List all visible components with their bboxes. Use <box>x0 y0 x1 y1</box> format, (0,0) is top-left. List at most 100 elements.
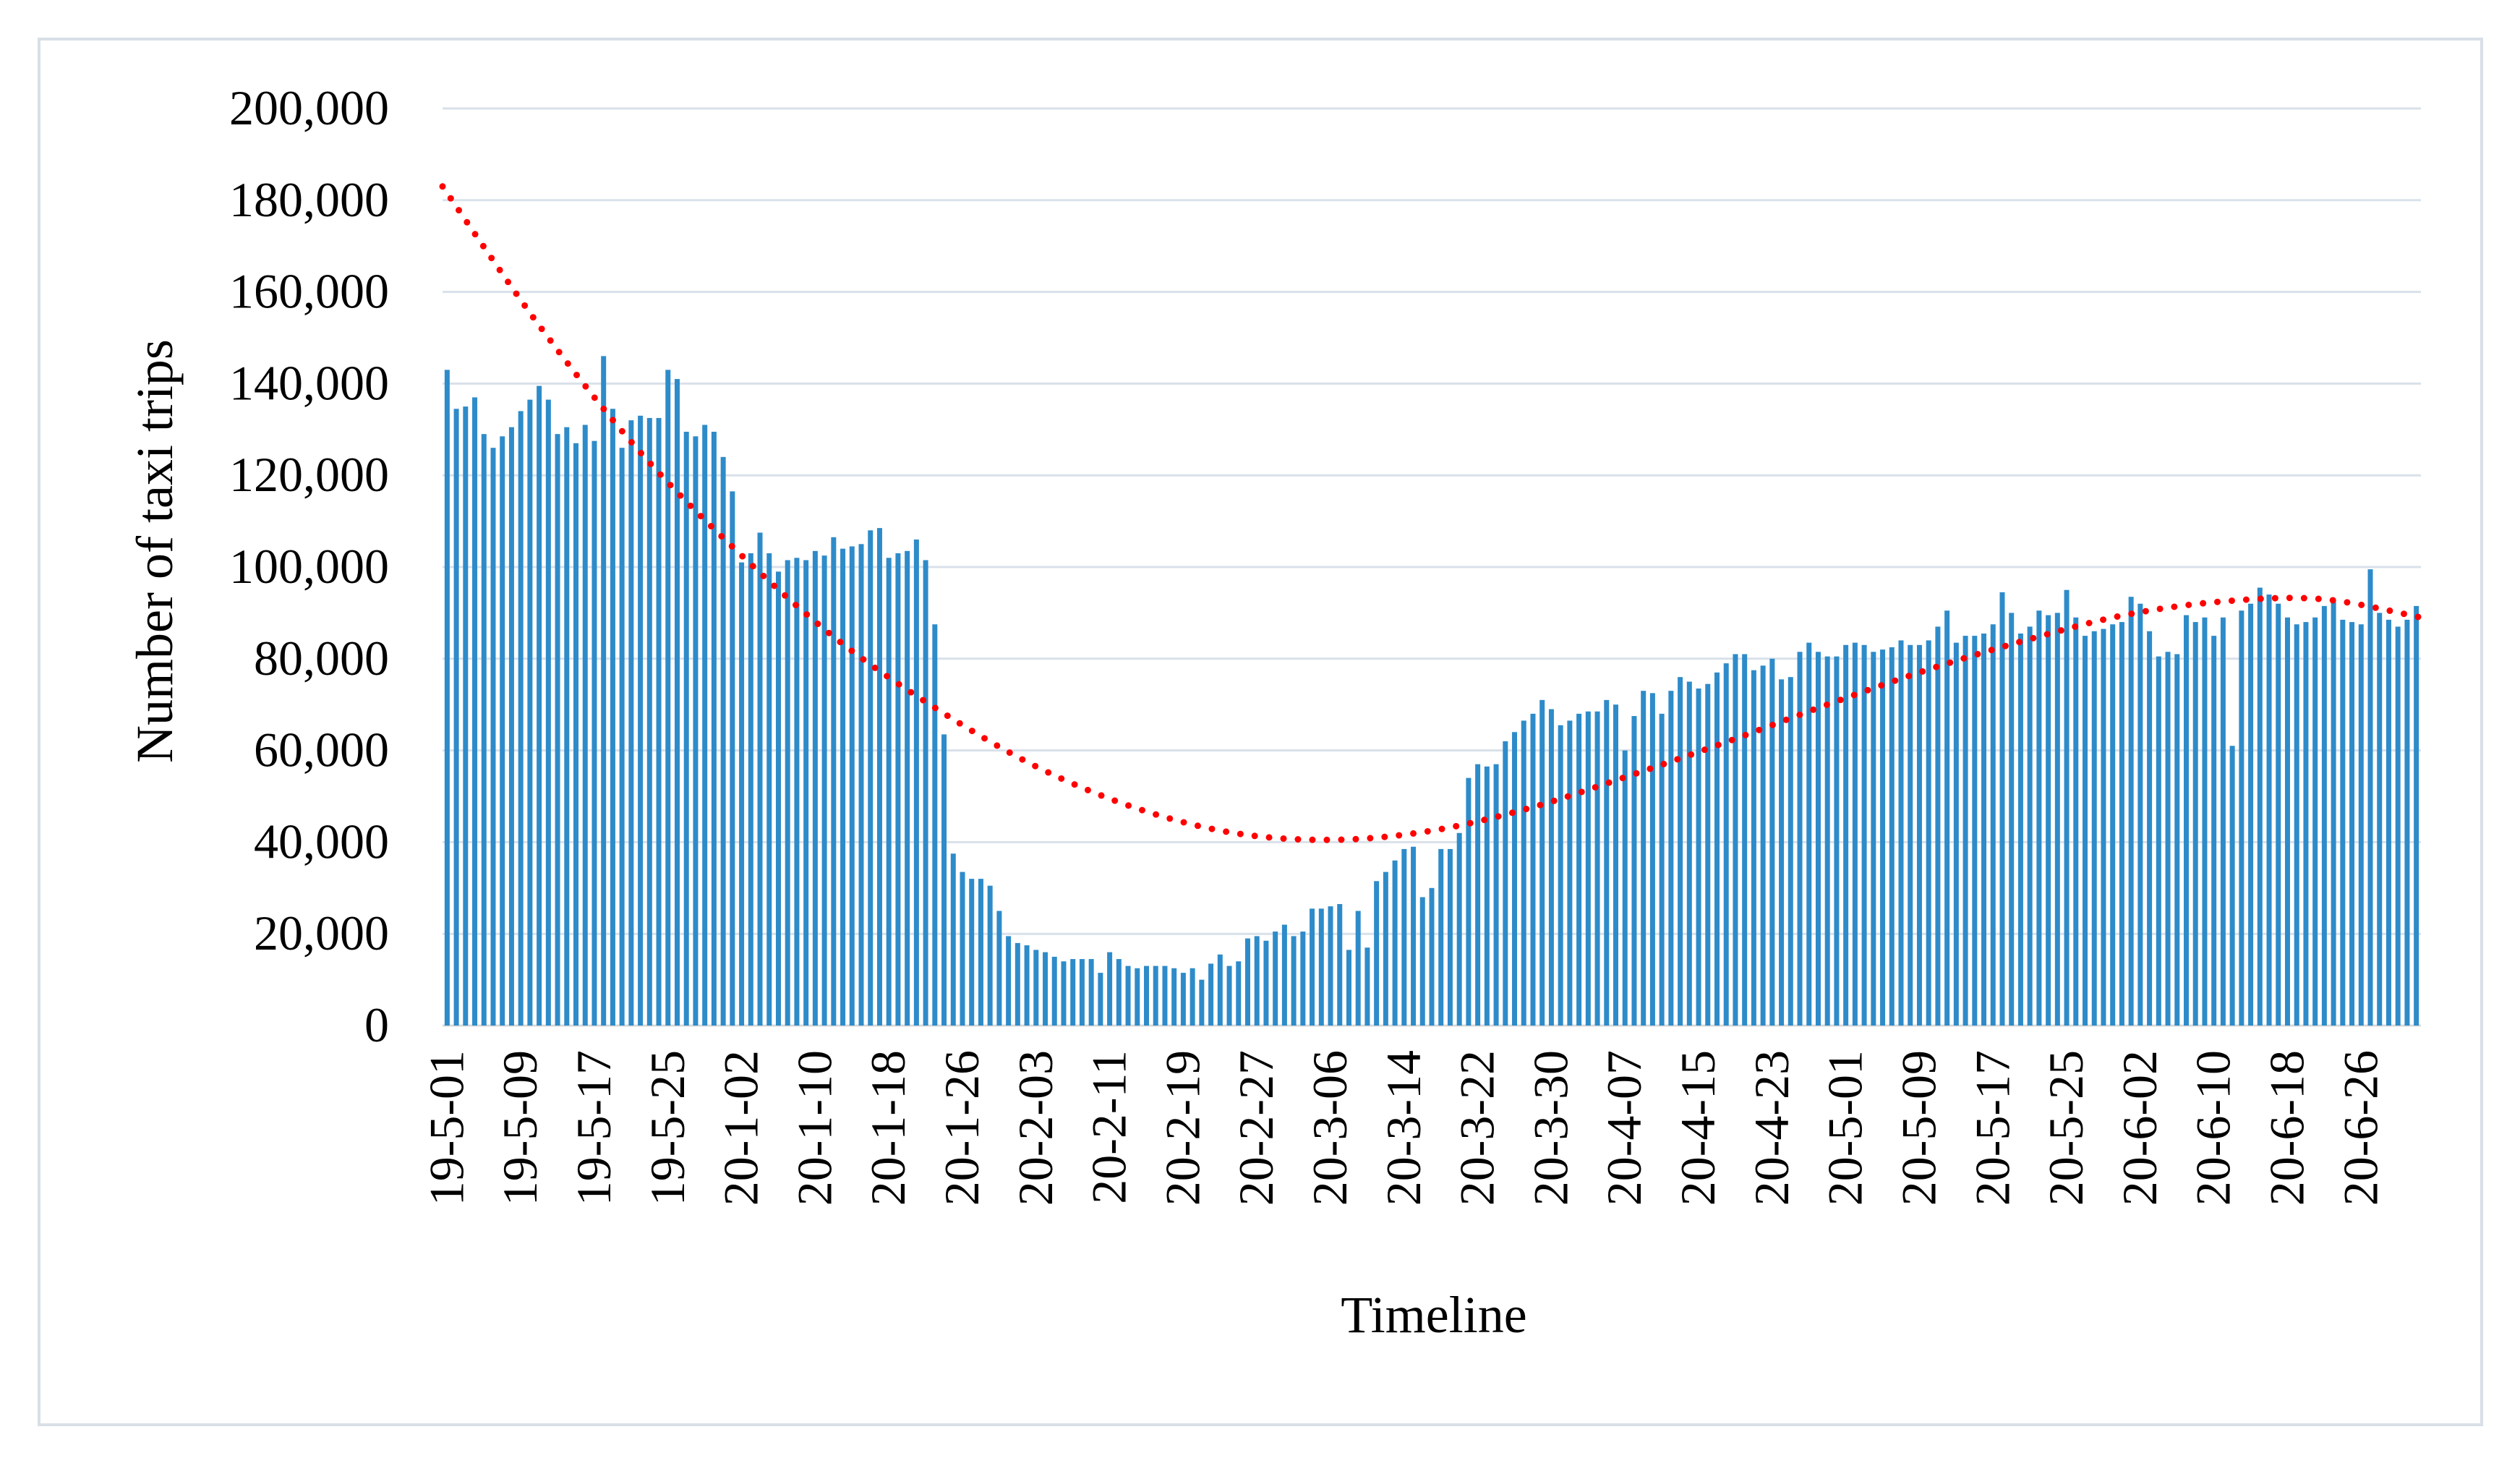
bar <box>481 434 487 1026</box>
bar <box>2404 619 2410 1026</box>
bar <box>1576 713 1582 1026</box>
bar <box>2119 622 2124 1026</box>
bar <box>1659 713 1665 1026</box>
bar <box>2340 619 2346 1026</box>
bar <box>886 558 892 1026</box>
bar <box>1742 654 1748 1026</box>
bar <box>453 409 459 1026</box>
bar <box>1079 959 1085 1026</box>
bar <box>2266 595 2272 1026</box>
x-tick-label: 20-2-27 <box>1229 1050 1284 1206</box>
bar <box>2091 631 2097 1026</box>
bar <box>1604 699 1610 1026</box>
bar <box>2312 617 2318 1026</box>
x-tick-label: 20-2-19 <box>1155 1050 1210 1206</box>
bar <box>2358 624 2364 1026</box>
bar <box>2192 622 2198 1026</box>
bar <box>2349 622 2355 1026</box>
bar <box>1981 633 1987 1026</box>
x-tick-label: 20-2-03 <box>1008 1050 1063 1206</box>
x-tick-label: 20-5-25 <box>2038 1050 2093 1206</box>
x-tick-label: 19-5-01 <box>419 1050 474 1206</box>
bar <box>1419 897 1425 1026</box>
bar <box>1411 846 1417 1026</box>
x-tick-label: 20-3-06 <box>1302 1050 1357 1206</box>
y-axis-ticks: 0 20,000 40,000 60,000 80,000 100,000 120,000 1… <box>229 80 389 1052</box>
bar <box>1751 670 1756 1026</box>
x-tick-label: 20-5-01 <box>1818 1050 1873 1206</box>
bar <box>2284 617 2290 1026</box>
y-tick-label: 200,000 <box>229 80 389 135</box>
bar <box>2073 617 2079 1026</box>
bar <box>1475 764 1481 1026</box>
bar <box>1061 961 1067 1026</box>
bar <box>1429 887 1435 1026</box>
bar <box>1999 592 2005 1026</box>
bar <box>775 571 781 1026</box>
x-tick-label: 20-4-15 <box>1670 1050 1725 1206</box>
bar <box>978 879 983 1026</box>
bar <box>1318 908 1324 1026</box>
bar <box>1668 691 1674 1026</box>
bar <box>1972 636 1978 1026</box>
bar <box>1649 693 1655 1026</box>
x-axis-title: Timeline <box>1341 1286 1526 1344</box>
bar <box>2137 603 2143 1026</box>
bar <box>2101 628 2106 1026</box>
bar <box>2174 654 2180 1026</box>
bar <box>610 409 615 1026</box>
bar <box>757 532 763 1026</box>
bar <box>1328 906 1333 1026</box>
bar <box>1567 720 1573 1026</box>
bar <box>1705 683 1711 1026</box>
bar <box>2083 636 2088 1026</box>
bar <box>720 456 726 1026</box>
x-tick-label: 19-5-17 <box>566 1050 621 1206</box>
bar <box>2239 610 2244 1026</box>
bar <box>1051 956 1057 1026</box>
bar <box>2110 624 2116 1026</box>
bar <box>1861 644 1867 1026</box>
bar <box>2183 615 2189 1026</box>
bar <box>812 550 818 1026</box>
bar <box>2036 610 2042 1026</box>
bar <box>858 544 864 1026</box>
bar <box>1006 936 1012 1026</box>
x-tick-label: 20-4-07 <box>1597 1050 1652 1206</box>
bar <box>1530 713 1536 1026</box>
gridlines <box>443 107 2421 1027</box>
bar <box>739 562 745 1026</box>
bar <box>1962 636 1968 1026</box>
bar <box>1631 716 1637 1026</box>
x-tick-label: 20-3-22 <box>1450 1050 1505 1206</box>
bar <box>1310 908 1315 1026</box>
bar <box>1484 766 1490 1026</box>
bar <box>1125 966 1131 1026</box>
bar <box>905 550 910 1026</box>
x-tick-label: 20-6-26 <box>2333 1050 2388 1206</box>
bar <box>1953 642 1959 1026</box>
y-axis-title: Number of taxi trips <box>126 339 184 763</box>
bar <box>2229 746 2235 1026</box>
bar <box>2395 626 2401 1026</box>
y-tick-label: 20,000 <box>254 905 389 960</box>
bar <box>508 427 514 1026</box>
bar <box>2257 587 2263 1026</box>
bar <box>2147 631 2153 1026</box>
bar <box>1806 642 1812 1026</box>
bar <box>730 491 735 1026</box>
bar <box>1696 689 1701 1026</box>
bar <box>444 370 450 1026</box>
bar <box>683 431 689 1026</box>
bar <box>1392 860 1398 1026</box>
bar <box>1291 936 1297 1026</box>
bar <box>1281 924 1287 1026</box>
bar <box>1521 720 1526 1026</box>
bar <box>1493 764 1499 1026</box>
x-tick-label: 20-1-26 <box>934 1050 989 1206</box>
bar <box>1916 644 1922 1026</box>
bar <box>1944 610 1950 1026</box>
bar <box>1033 950 1039 1026</box>
x-tick-label: 20-1-02 <box>714 1050 769 1206</box>
